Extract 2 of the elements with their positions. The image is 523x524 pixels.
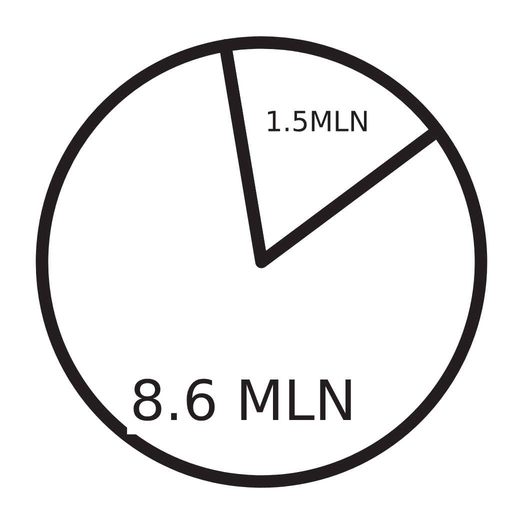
text: 8.6 MLN xyxy=(134,378,351,421)
data-label: 1.5MLN xyxy=(268,110,367,132)
